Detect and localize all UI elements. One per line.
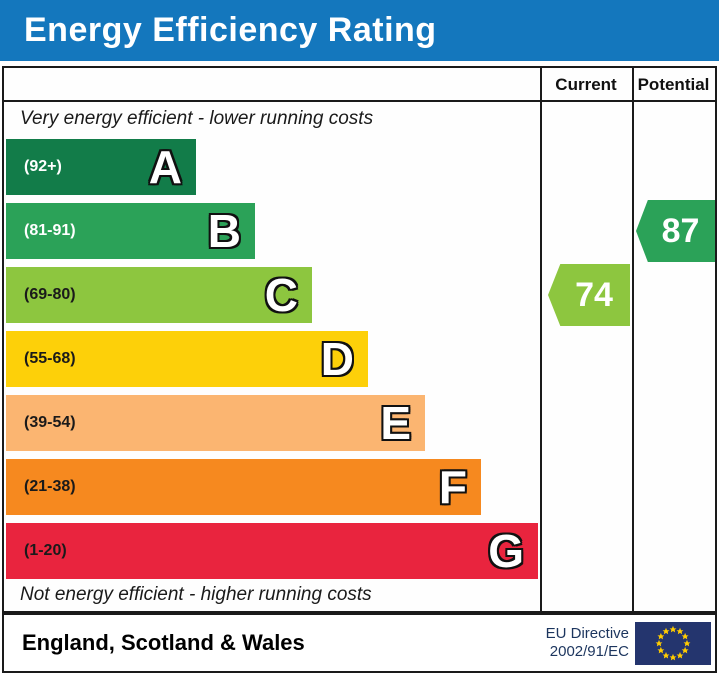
eu-directive-line2: 2002/91/EC — [549, 643, 629, 660]
band-row-a: (92+) A — [6, 139, 196, 195]
current-rating-value: 74 — [575, 275, 613, 314]
title-banner: Energy Efficiency Rating — [0, 0, 719, 61]
eu-flag-icon — [635, 622, 711, 665]
band-letter: E — [380, 397, 411, 449]
current-rating-arrow: 74 — [548, 264, 630, 326]
band-row-f: (21-38) F — [6, 459, 481, 515]
band-letter: D — [320, 333, 354, 385]
top-caption: Very energy efficient - lower running co… — [20, 108, 374, 129]
current-rating-column: 74 — [540, 68, 632, 611]
region-label: England, Scotland & Wales — [22, 630, 305, 655]
potential-rating-column: 87 — [632, 68, 715, 611]
band-row-b: (81-91) B — [6, 203, 255, 259]
band-range-label: (1-20) — [24, 542, 67, 559]
rating-table: Current Potential Very energy efficient … — [2, 66, 717, 613]
band-row-e: (39-54) E — [6, 395, 425, 451]
eu-directive-line1: EU Directive — [545, 625, 629, 642]
table-header-row: Current Potential — [4, 68, 715, 102]
potential-column-header: Potential — [637, 75, 710, 94]
band-row-g: (1-20) G — [6, 523, 538, 579]
bottom-caption: Not energy efficient - higher running co… — [20, 584, 372, 605]
band-range-label: (39-54) — [24, 414, 76, 431]
band-range-label: (92+) — [24, 158, 62, 175]
band-letter: B — [207, 205, 241, 257]
potential-rating-value: 87 — [661, 211, 700, 250]
eu-directive-label: EU Directive 2002/91/EC — [546, 625, 629, 661]
band-letter: G — [488, 525, 524, 577]
current-column-header: Current — [555, 75, 617, 94]
band-row-c: (69-80) C — [6, 267, 312, 323]
rating-scale-column: Very energy efficient - lower running co… — [4, 68, 540, 611]
band-range-label: (69-80) — [24, 286, 76, 303]
band-letter: A — [148, 141, 182, 193]
band-range-label: (21-38) — [24, 478, 76, 495]
band-letter: F — [438, 461, 467, 513]
band-letter: C — [264, 269, 298, 321]
band-range-label: (81-91) — [24, 222, 76, 239]
rating-bands: (92+) A (81-91) B (69-80) C (55-68) D — [6, 139, 538, 587]
band-range-label: (55-68) — [24, 350, 76, 367]
band-row-d: (55-68) D — [6, 331, 368, 387]
page-title: Energy Efficiency Rating — [24, 11, 437, 49]
potential-rating-arrow: 87 — [636, 200, 715, 262]
footer-bar: England, Scotland & Wales EU Directive 2… — [2, 613, 717, 673]
